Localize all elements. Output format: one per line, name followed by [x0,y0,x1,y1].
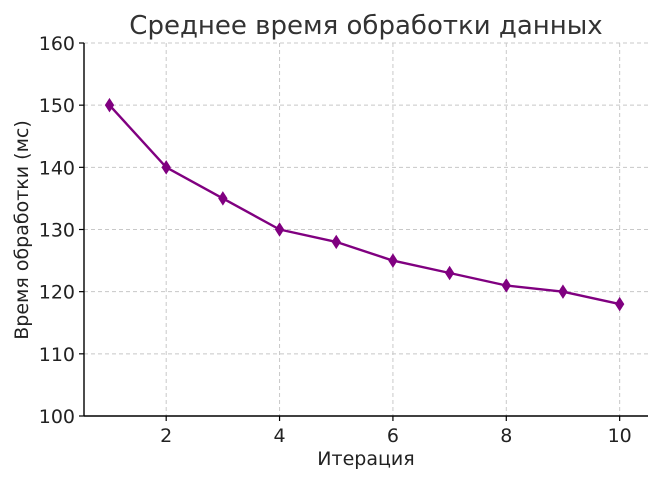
data-point-0-1 [161,160,171,175]
data-point-0-4 [331,234,341,250]
data-point-0-6 [444,265,455,281]
series-line-0 [108,103,621,306]
x-tick-label-4: 10 [608,425,632,447]
data-point-0-2 [218,191,228,206]
y-tick-label-1: 110 [39,344,75,366]
data-point-0-8 [558,284,568,299]
x-tick-label-0: 2 [160,425,172,447]
y-tick-label-0: 100 [39,406,75,428]
x-axis-ticks: 2 4 6 8 10 [160,416,632,447]
series [104,97,625,312]
data-point-0-7 [501,278,511,293]
data-point-0-0 [104,97,115,113]
x-tick-label-3: 8 [500,425,512,447]
chart-title: Среднее время обработки данных [129,11,602,41]
x-tick-label-1: 4 [274,425,286,447]
y-tick-label-4: 140 [39,157,75,179]
data-point-0-5 [388,253,398,268]
data-point-0-3 [274,222,285,237]
y-tick-label-3: 130 [39,220,75,242]
y-tick-label-6: 160 [39,33,75,55]
y-tick-label-5: 150 [39,95,75,117]
x-tick-label-2: 6 [387,425,399,447]
x-axis-label: Итерация [317,448,414,470]
data-point-0-9 [614,296,625,312]
y-axis-ticks: 100 110 120 130 140 150 160 [39,33,84,428]
y-tick-label-2: 120 [39,282,75,304]
y-axis-label: Время обработки (мс) [11,120,33,340]
